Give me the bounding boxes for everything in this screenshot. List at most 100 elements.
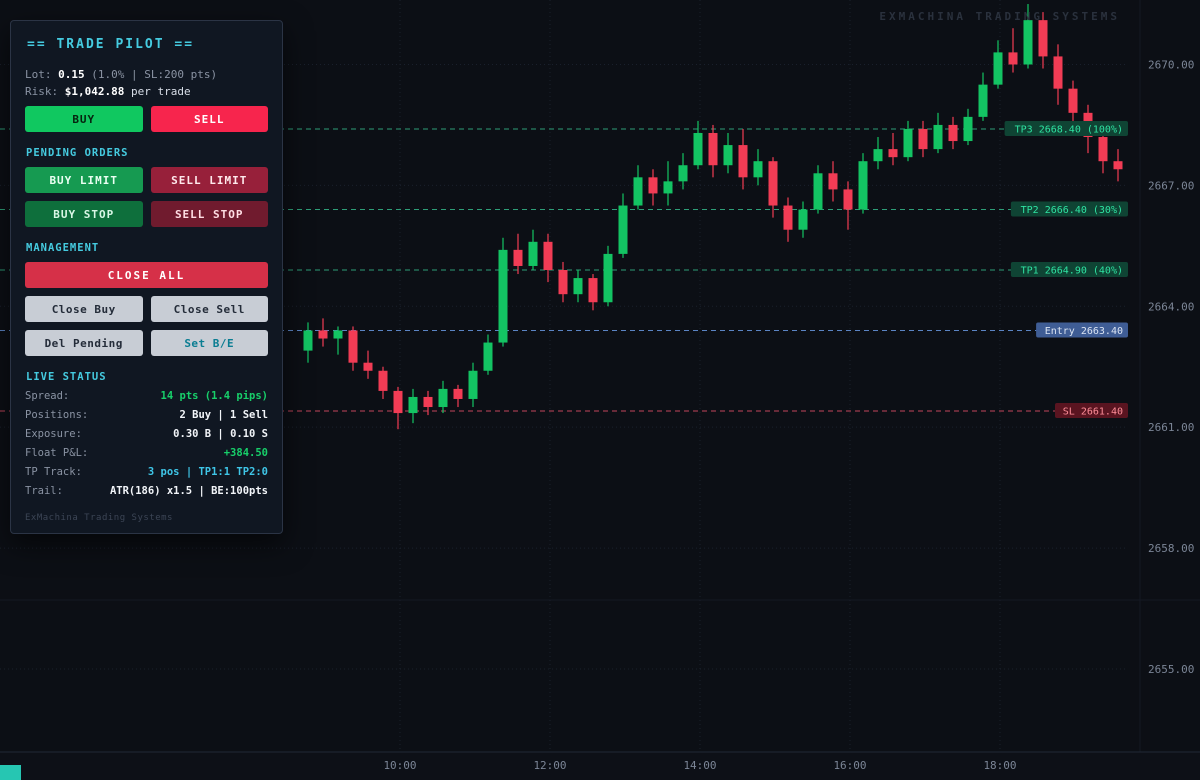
candle bbox=[408, 388, 418, 424]
candle bbox=[603, 245, 613, 307]
candle bbox=[813, 165, 823, 214]
spread-value: 14 pts (1.4 pips) bbox=[160, 390, 268, 402]
candle bbox=[348, 326, 358, 371]
candle bbox=[1008, 28, 1018, 73]
buy-button[interactable]: BUY bbox=[25, 106, 143, 132]
close-all-button[interactable]: CLOSE ALL bbox=[25, 262, 268, 288]
trail-value: ATR(186) x1.5 | BE:100pts bbox=[109, 485, 268, 497]
candle bbox=[798, 201, 808, 238]
candle bbox=[543, 233, 553, 283]
candle bbox=[753, 149, 763, 186]
candle bbox=[468, 362, 478, 408]
time-axis-label: 16:00 bbox=[833, 759, 866, 772]
candle bbox=[828, 161, 838, 202]
spread-label: Spread: bbox=[25, 390, 70, 402]
time-axis-label: 18:00 bbox=[983, 759, 1016, 772]
candle bbox=[933, 112, 943, 154]
price-axis-label: 2655.00 bbox=[1148, 663, 1194, 676]
risk-extra: per trade bbox=[130, 85, 191, 98]
tp-track-label: TP Track: bbox=[25, 466, 82, 478]
trade-pilot-panel: == TRADE PILOT == Lot: 0.15 (1.0% | SL:2… bbox=[10, 20, 283, 534]
level-label-text: SL 2661.40 bbox=[1063, 407, 1123, 418]
brand-watermark: EXMACHINA TRADING SYSTEMS bbox=[879, 10, 1120, 23]
candle bbox=[1113, 149, 1123, 182]
set-breakeven-button[interactable]: Set B/E bbox=[150, 330, 268, 356]
candle bbox=[873, 137, 883, 170]
candle bbox=[363, 350, 373, 379]
candle bbox=[528, 229, 538, 271]
buy-limit-button[interactable]: BUY LIMIT bbox=[25, 167, 143, 193]
time-axis-label: 14:00 bbox=[683, 759, 716, 772]
price-axis-label: 2670.00 bbox=[1148, 58, 1194, 71]
candle bbox=[768, 157, 778, 218]
status-row-tp-track: TP Track: 3 pos | TP1:1 TP2:0 bbox=[25, 466, 268, 478]
status-row-float-pnl: Float P&L: +384.50 bbox=[25, 447, 268, 459]
level-label-text: Entry 2663.40 bbox=[1045, 326, 1123, 337]
scrollbar-accent[interactable] bbox=[0, 765, 21, 780]
status-row-spread: Spread: 14 pts (1.4 pips) bbox=[25, 390, 268, 402]
level-label-tp3[interactable] bbox=[1004, 120, 1128, 136]
time-axis-strip[interactable] bbox=[0, 752, 1200, 780]
candle bbox=[648, 169, 658, 206]
candle bbox=[588, 274, 598, 311]
level-label-sl[interactable] bbox=[1055, 403, 1128, 419]
candle bbox=[1068, 80, 1078, 129]
time-axis-label: 12:00 bbox=[533, 759, 566, 772]
candle bbox=[783, 197, 793, 242]
lot-label: Lot: bbox=[25, 68, 52, 81]
candle bbox=[633, 165, 643, 210]
exposure-value: 0.30 B | 0.10 S bbox=[173, 428, 268, 440]
level-label-text: TP2 2666.40 (30%) bbox=[1021, 205, 1123, 216]
sell-stop-button[interactable]: SELL STOP bbox=[150, 201, 268, 227]
float-pnl-label: Float P&L: bbox=[25, 447, 89, 459]
candle bbox=[843, 181, 853, 230]
candle bbox=[333, 326, 343, 355]
buy-stop-button[interactable]: BUY STOP bbox=[25, 201, 143, 227]
level-label-entry[interactable] bbox=[1036, 322, 1128, 338]
candle bbox=[903, 120, 913, 162]
level-label-tp2[interactable] bbox=[1010, 201, 1128, 217]
candle bbox=[483, 334, 493, 375]
candle bbox=[513, 233, 523, 275]
price-axis-label: 2661.00 bbox=[1148, 421, 1194, 434]
pending-orders-header: PENDING ORDERS bbox=[26, 147, 129, 159]
sell-button[interactable]: SELL bbox=[150, 106, 268, 132]
risk-value: $1,042.88 bbox=[64, 85, 125, 98]
panel-footer: ExMachina Trading Systems bbox=[25, 513, 173, 523]
candle bbox=[558, 261, 568, 303]
candle bbox=[693, 120, 703, 170]
panel-title: == TRADE PILOT == bbox=[27, 37, 195, 52]
candle bbox=[738, 128, 748, 190]
sell-limit-button[interactable]: SELL LIMIT bbox=[150, 167, 268, 193]
trail-label: Trail: bbox=[25, 485, 63, 497]
level-label-tp1[interactable] bbox=[1010, 262, 1128, 278]
candle bbox=[888, 132, 898, 166]
candle bbox=[303, 322, 313, 363]
candle bbox=[1023, 4, 1033, 69]
tp-track-value: 3 pos | TP1:1 TP2:0 bbox=[147, 466, 268, 478]
lot-info-line: Lot: 0.15 (1.0% | SL:200 pts) bbox=[25, 68, 268, 81]
candle bbox=[438, 380, 448, 414]
candle bbox=[378, 366, 388, 399]
delete-pending-button[interactable]: Del Pending bbox=[25, 330, 143, 356]
close-buy-button[interactable]: Close Buy bbox=[25, 296, 143, 322]
candle bbox=[1053, 44, 1063, 105]
price-axis-label: 2664.00 bbox=[1148, 300, 1194, 313]
price-axis-label: 2667.00 bbox=[1148, 179, 1194, 192]
candle bbox=[318, 318, 328, 347]
candle bbox=[393, 386, 403, 430]
candle bbox=[948, 116, 958, 150]
status-row-exposure: Exposure: 0.30 B | 0.10 S bbox=[25, 428, 268, 440]
candle bbox=[423, 390, 433, 416]
status-row-positions: Positions: 2 Buy | 1 Sell bbox=[25, 409, 268, 421]
level-label-text: TP3 2668.40 (100%) bbox=[1015, 124, 1123, 135]
risk-label: Risk: bbox=[25, 85, 59, 98]
candle bbox=[663, 161, 673, 206]
lot-extra: (1.0% | SL:200 pts) bbox=[91, 68, 218, 81]
lot-value: 0.15 bbox=[58, 68, 85, 81]
candle bbox=[498, 237, 508, 347]
management-header: MANAGEMENT bbox=[26, 242, 100, 254]
candle bbox=[918, 120, 928, 158]
close-sell-button[interactable]: Close Sell bbox=[150, 296, 268, 322]
